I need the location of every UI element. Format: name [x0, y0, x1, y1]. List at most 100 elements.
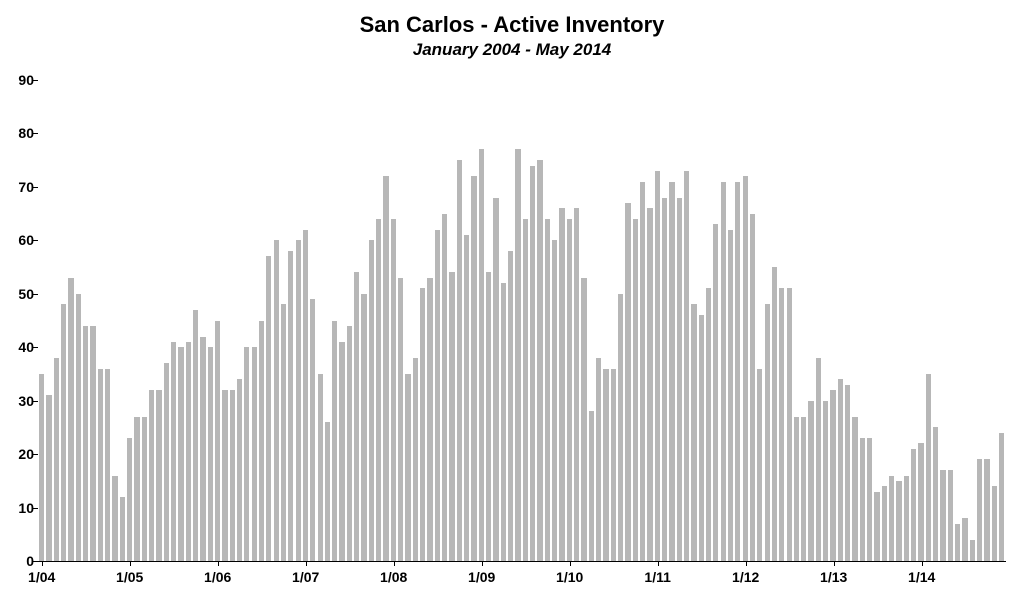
bar-cell [448, 80, 455, 561]
bar [816, 358, 821, 561]
bar [611, 369, 616, 561]
bar-cell [390, 80, 397, 561]
bar [918, 443, 923, 561]
bar-cell [983, 80, 990, 561]
bar [68, 278, 73, 561]
bar-cell [192, 80, 199, 561]
bar-cell [104, 80, 111, 561]
x-axis-tick-mark [306, 561, 307, 566]
bar [186, 342, 191, 561]
bar [508, 251, 513, 561]
bar [699, 315, 704, 561]
x-axis-tick-label: 1/05 [116, 569, 143, 585]
bar [354, 272, 359, 561]
bar [728, 230, 733, 561]
bar [61, 304, 66, 561]
bar [647, 208, 652, 561]
bar-cell [566, 80, 573, 561]
x-axis-tick-label: 1/13 [820, 569, 847, 585]
bar-cell [895, 80, 902, 561]
bar [933, 427, 938, 561]
bar-cell [360, 80, 367, 561]
bar-cell [177, 80, 184, 561]
bar-cell [133, 80, 140, 561]
chart-plot-area: 01020304050607080901/041/051/061/071/081… [38, 80, 1006, 562]
x-axis-tick-label: 1/12 [732, 569, 759, 585]
bar [259, 321, 264, 562]
y-axis-tick-label: 60 [0, 232, 34, 248]
chart-subtitle: January 2004 - May 2014 [0, 40, 1024, 60]
bar-cell [544, 80, 551, 561]
bar-cell [969, 80, 976, 561]
bar [603, 369, 608, 561]
bar-cell [236, 80, 243, 561]
bar-cell [163, 80, 170, 561]
bars-container [38, 80, 1006, 561]
bar-cell [214, 80, 221, 561]
bar-cell [961, 80, 968, 561]
bar-cell [595, 80, 602, 561]
bar [911, 449, 916, 561]
bar-cell [698, 80, 705, 561]
bar-cell [859, 80, 866, 561]
bar [457, 160, 462, 561]
bar [339, 342, 344, 561]
bar-cell [639, 80, 646, 561]
bar-cell [111, 80, 118, 561]
bar-cell [712, 80, 719, 561]
bar-cell [353, 80, 360, 561]
bar-cell [75, 80, 82, 561]
bar [193, 310, 198, 561]
bar [237, 379, 242, 561]
bar [655, 171, 660, 561]
x-axis-tick-mark [130, 561, 131, 566]
bar-cell [456, 80, 463, 561]
bar [105, 369, 110, 561]
bar [926, 374, 931, 561]
bar-cell [419, 80, 426, 561]
bar [618, 294, 623, 561]
bar [545, 219, 550, 561]
bar-cell [536, 80, 543, 561]
bar-cell [742, 80, 749, 561]
bar [76, 294, 81, 561]
bar [948, 470, 953, 561]
x-axis-tick-label: 1/09 [468, 569, 495, 585]
bar [530, 166, 535, 561]
bar-cell [529, 80, 536, 561]
bar [435, 230, 440, 561]
bar [332, 321, 337, 562]
bar-cell [932, 80, 939, 561]
bar-cell [485, 80, 492, 561]
bar-cell [734, 80, 741, 561]
bar-cell [397, 80, 404, 561]
bar [244, 347, 249, 561]
bar-cell [119, 80, 126, 561]
bar-cell [478, 80, 485, 561]
bar-cell [324, 80, 331, 561]
bar [391, 219, 396, 561]
bar [896, 481, 901, 561]
bar [310, 299, 315, 561]
bar-cell [126, 80, 133, 561]
y-axis-tick-label: 0 [0, 553, 34, 569]
x-axis-tick-label: 1/07 [292, 569, 319, 585]
bar [486, 272, 491, 561]
bar-cell [910, 80, 917, 561]
bar [98, 369, 103, 561]
bar-cell [632, 80, 639, 561]
bar-cell [771, 80, 778, 561]
bar [992, 486, 997, 561]
bar [684, 171, 689, 561]
bar [296, 240, 301, 561]
y-axis-tick-mark [33, 187, 38, 188]
x-axis-tick-mark [922, 561, 923, 566]
bar-cell [676, 80, 683, 561]
bar [405, 374, 410, 561]
bar-cell [661, 80, 668, 561]
bar [691, 304, 696, 561]
y-axis-tick-label: 10 [0, 500, 34, 516]
bar [134, 417, 139, 561]
bar [471, 176, 476, 561]
bar [120, 497, 125, 561]
